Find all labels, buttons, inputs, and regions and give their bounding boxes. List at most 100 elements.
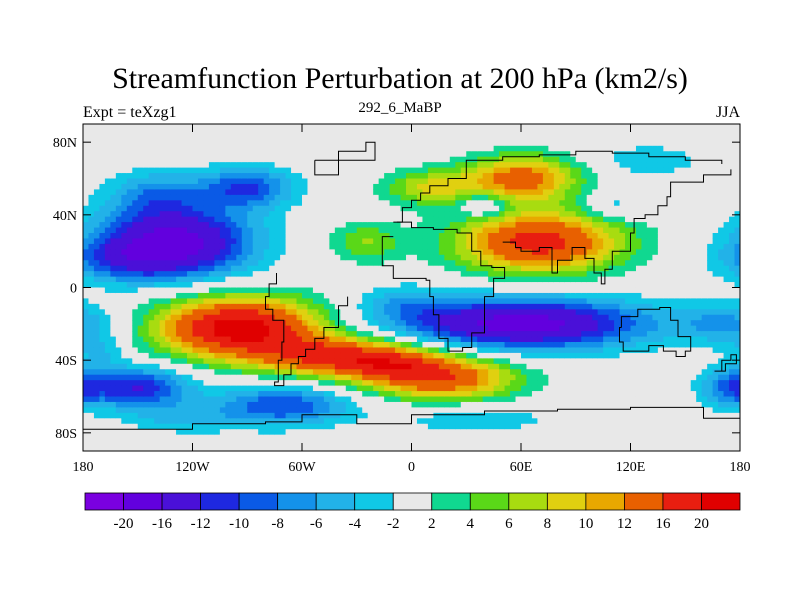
field-cell — [187, 363, 193, 370]
field-cell — [367, 238, 374, 245]
field-cell — [137, 407, 144, 414]
field-cell — [197, 271, 204, 278]
field-cell — [318, 434, 325, 441]
field-cell — [411, 325, 418, 332]
field-cell — [323, 162, 330, 169]
field-cell — [291, 145, 298, 152]
field-cell — [126, 178, 133, 185]
field-cell — [329, 342, 336, 348]
field-cell — [225, 200, 232, 207]
field-cell — [510, 205, 517, 212]
field-cell — [362, 183, 369, 190]
field-cell — [323, 412, 330, 419]
field-cell — [110, 342, 117, 348]
field-cell — [225, 194, 232, 201]
field-cell — [203, 309, 210, 316]
field-cell — [159, 440, 166, 447]
field-cell — [515, 358, 522, 365]
field-cell — [460, 167, 467, 174]
field-cell — [197, 292, 204, 299]
field-cell — [493, 423, 500, 430]
field-cell — [241, 418, 248, 425]
field-cell — [362, 314, 369, 321]
field-cell — [165, 429, 172, 436]
field-cell — [504, 216, 511, 223]
field-cell — [181, 342, 188, 348]
field-cell — [438, 265, 445, 272]
field-cell — [449, 134, 456, 141]
field-cell — [471, 363, 478, 370]
field-cell — [214, 440, 221, 447]
field-cell — [208, 434, 215, 441]
field-cell — [121, 292, 128, 299]
field-cell — [362, 216, 369, 223]
field-cell — [203, 347, 210, 354]
field-cell — [99, 369, 106, 376]
field-cell — [422, 331, 429, 338]
field-cell — [159, 276, 166, 283]
field-cell — [504, 140, 511, 147]
field-cell — [280, 254, 287, 261]
field-cell — [406, 401, 412, 408]
field-cell — [438, 205, 445, 212]
field-cell — [121, 129, 128, 136]
field-cell — [285, 227, 292, 234]
field-cell — [499, 260, 506, 267]
field-cell — [504, 385, 511, 392]
field-cell — [93, 227, 100, 234]
field-cell — [115, 194, 122, 201]
field-cell — [362, 407, 369, 414]
field-cell — [104, 189, 111, 196]
field-cell — [488, 407, 495, 414]
field-cell — [471, 440, 478, 447]
field-cell — [526, 380, 533, 387]
field-cell — [269, 134, 276, 141]
field-cell — [460, 287, 467, 294]
field-cell — [449, 396, 456, 403]
field-cell — [269, 243, 276, 250]
field-cell — [148, 298, 155, 305]
field-cell — [236, 418, 243, 425]
field-cell — [510, 216, 517, 223]
field-cell — [181, 298, 188, 305]
field-cell — [192, 396, 199, 403]
field-cell — [208, 271, 215, 278]
field-cell — [477, 369, 484, 376]
field-cell — [99, 249, 106, 256]
field-cell — [302, 292, 308, 299]
field-cell — [340, 445, 347, 451]
field-cell — [291, 309, 298, 316]
field-cell — [225, 309, 232, 316]
field-cell — [291, 233, 298, 239]
field-cell — [482, 227, 489, 234]
field-cell — [466, 314, 473, 321]
field-cell — [285, 156, 292, 163]
field-cell — [373, 238, 380, 245]
field-cell — [526, 189, 533, 196]
field-cell — [187, 325, 193, 332]
field-cell — [143, 412, 150, 419]
field-cell — [214, 194, 221, 201]
field-cell — [537, 162, 544, 169]
field-cell — [176, 249, 183, 256]
field-cell — [104, 162, 111, 169]
field-cell — [449, 238, 456, 245]
field-cell — [263, 200, 270, 207]
field-cell — [208, 287, 215, 294]
field-cell — [329, 254, 336, 261]
field-cell — [433, 216, 440, 223]
field-cell — [455, 440, 462, 447]
field-cell — [187, 298, 193, 305]
field-cell — [203, 249, 210, 256]
field-cell — [438, 423, 445, 430]
field-cell — [510, 249, 517, 256]
field-cell — [247, 423, 254, 430]
field-cell — [126, 358, 133, 365]
field-cell — [258, 331, 265, 338]
field-cell — [307, 331, 314, 338]
field-cell — [318, 151, 325, 158]
field-cell — [362, 151, 369, 158]
field-cell — [427, 216, 434, 223]
field-cell — [291, 287, 298, 294]
field-cell — [416, 407, 423, 414]
